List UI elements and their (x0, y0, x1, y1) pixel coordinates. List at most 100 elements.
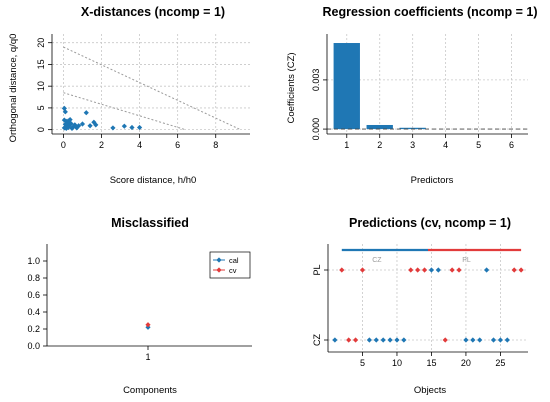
class-label-PL: PL (462, 257, 471, 264)
y-tick-label: CZ (312, 334, 322, 346)
y-tick-label: 0.4 (27, 307, 40, 317)
data-point (484, 267, 490, 273)
data-point (65, 124, 71, 131)
data-point (129, 124, 135, 131)
data-point (332, 337, 338, 343)
data-point (366, 337, 372, 343)
legend-label-cal: cal (229, 256, 239, 265)
x-tick-label: 5 (360, 358, 365, 368)
data-point (62, 109, 68, 115)
panel-regression-coefficients: Regression coefficients (ncomp = 1) Pred… (286, 5, 537, 186)
x-tick-label: 6 (509, 140, 514, 150)
y-tick-label: 0 (36, 127, 46, 132)
x-tick-label: 15 (426, 358, 436, 368)
data-point (415, 267, 421, 273)
data-point (339, 267, 345, 273)
legend-marker-cv (216, 267, 222, 273)
data-point (408, 267, 414, 273)
data-point (463, 337, 469, 343)
x-tick-label: 1 (344, 140, 349, 150)
data-point (373, 337, 379, 343)
panel-2-xlabel: Predictors (411, 175, 454, 186)
data-point (518, 267, 524, 273)
data-point (110, 125, 116, 131)
data-point (87, 123, 93, 129)
panel-1-title: X-distances (ncomp = 1) (81, 5, 225, 19)
data-point (61, 105, 67, 111)
bar (366, 124, 393, 130)
data-point (69, 125, 75, 131)
legend-label-cv: cv (229, 266, 237, 275)
y-tick-label: 0.2 (27, 324, 40, 334)
data-point-cv (145, 322, 151, 328)
x-tick-label: 20 (461, 358, 471, 368)
bar (333, 43, 360, 130)
y-tick-label: 0.8 (27, 273, 40, 283)
x-tick-label: 6 (175, 140, 180, 150)
data-point (121, 123, 127, 129)
x-tick-label: 8 (213, 140, 218, 150)
data-point (394, 337, 400, 343)
data-point (511, 267, 517, 273)
legend-box (209, 251, 251, 279)
panel-1-ylabel: Orthogonal distance, q/q0 (8, 34, 19, 143)
data-point (421, 267, 428, 273)
y-tick-label: 0.000 (311, 118, 321, 141)
legend-marker-cal (216, 257, 222, 263)
limit-line (63, 46, 241, 131)
data-point (442, 337, 448, 343)
data-point (83, 110, 89, 116)
y-tick-label: 0.003 (311, 69, 321, 92)
data-point (387, 337, 393, 343)
data-point (380, 337, 386, 343)
data-point (136, 124, 143, 131)
data-point (470, 337, 476, 343)
y-tick-label: 10 (36, 81, 46, 91)
x-tick-label: 3 (410, 140, 415, 150)
x-tick-label: 10 (392, 358, 402, 368)
y-tick-label: 20 (36, 38, 46, 48)
x-tick-label: 2 (99, 140, 104, 150)
bar (399, 127, 426, 130)
panel-1-xlabel: Score distance, h/h0 (110, 175, 197, 186)
panel-x-distances: X-distances (ncomp = 1) Score distance, … (8, 5, 250, 186)
data-point (401, 337, 407, 343)
data-point (504, 337, 510, 343)
panel-2-title: Regression coefficients (ncomp = 1) (323, 5, 538, 19)
data-point (79, 121, 86, 127)
panel-2-ylabel: Coefficients (CZ) (286, 52, 297, 123)
data-point (497, 337, 504, 343)
data-point (449, 267, 455, 273)
x-tick-label: 1 (145, 352, 150, 362)
x-tick-label: 25 (495, 358, 505, 368)
data-point (456, 267, 462, 273)
y-tick-label: 5 (36, 105, 46, 110)
data-point (346, 337, 352, 343)
data-point (490, 337, 497, 343)
panel-misclassified: Misclassified Components 1 0.0 0.2 0.4 0.6 0.… (27, 216, 252, 396)
y-tick-label: 0.0 (27, 341, 40, 351)
data-point (428, 267, 435, 273)
data-point (352, 337, 359, 343)
panel-4-xlabel: Objects (414, 385, 446, 396)
x-tick-label: 4 (443, 140, 448, 150)
class-label-CZ: CZ (372, 257, 382, 264)
data-point (76, 123, 82, 129)
panel-3-title: Misclassified (111, 216, 189, 230)
data-point (359, 267, 366, 273)
data-point (93, 122, 99, 128)
y-tick-label: 15 (36, 59, 46, 69)
y-tick-label: 0.6 (27, 290, 40, 300)
limit-line (63, 92, 186, 131)
y-tick-label: 1.0 (27, 256, 40, 266)
x-tick-label: 2 (377, 140, 382, 150)
x-tick-label: 0 (61, 140, 66, 150)
data-point (477, 337, 483, 343)
panel-3-xlabel: Components (123, 385, 177, 396)
x-tick-label: 5 (476, 140, 481, 150)
panel-4-title: Predictions (cv, ncomp = 1) (349, 216, 511, 230)
panel-predictions: Predictions (cv, ncomp = 1) Objects 5 10 1… (312, 216, 528, 396)
data-point (435, 267, 441, 273)
x-tick-label: 4 (137, 140, 142, 150)
